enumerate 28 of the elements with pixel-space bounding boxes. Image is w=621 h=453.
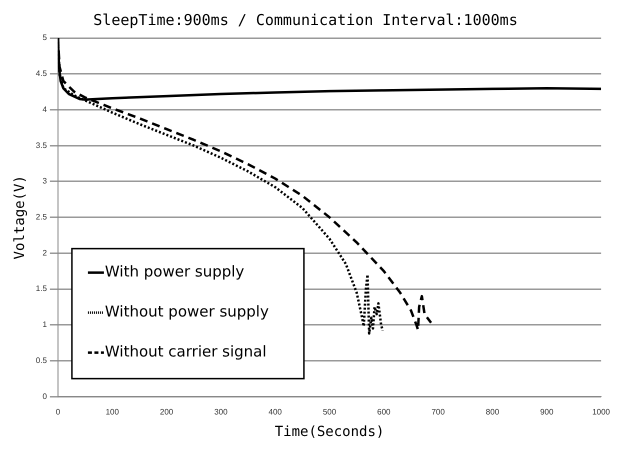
x-tick-label: 500 xyxy=(322,408,337,417)
y-tick-label: 2.5 xyxy=(36,212,48,222)
x-tick-label: 800 xyxy=(486,408,500,417)
x-tick-label: 300 xyxy=(214,408,228,417)
y-tick-label: 5 xyxy=(42,33,48,42)
y-tick-label: 3 xyxy=(42,176,48,186)
x-tick-label: 700 xyxy=(431,408,446,417)
y-tick-label: 4 xyxy=(42,104,48,114)
x-tick-label: 600 xyxy=(377,408,392,417)
legend-label: Without power supply xyxy=(104,302,269,320)
y-tick-label: 1.5 xyxy=(36,284,48,294)
x-tick-label: 0 xyxy=(56,408,61,417)
y-tick-label: 4.5 xyxy=(36,69,48,78)
x-tick-label: 400 xyxy=(268,408,282,417)
x-tick-label: 900 xyxy=(540,408,554,417)
chart-title: SleepTime:900ms / Communication Interval:1000ms xyxy=(93,10,518,29)
x-axis-title: Time(Seconds) xyxy=(274,424,384,440)
legend-label: Without carrier signal xyxy=(104,342,267,360)
y-axis-title: Voltage(V) xyxy=(12,175,28,260)
y-tick-label: 3.5 xyxy=(36,140,48,150)
legend-label: With power supply xyxy=(104,262,244,280)
y-tick-label: 1 xyxy=(42,320,48,330)
x-tick-label: 200 xyxy=(160,408,174,417)
x-tick-label: 100 xyxy=(106,408,120,417)
y-tick-label: 0 xyxy=(42,392,48,401)
x-tick-label: 1000 xyxy=(592,408,611,417)
y-tick-label: 0.5 xyxy=(36,356,48,365)
y-tick-label: 2 xyxy=(42,248,48,258)
